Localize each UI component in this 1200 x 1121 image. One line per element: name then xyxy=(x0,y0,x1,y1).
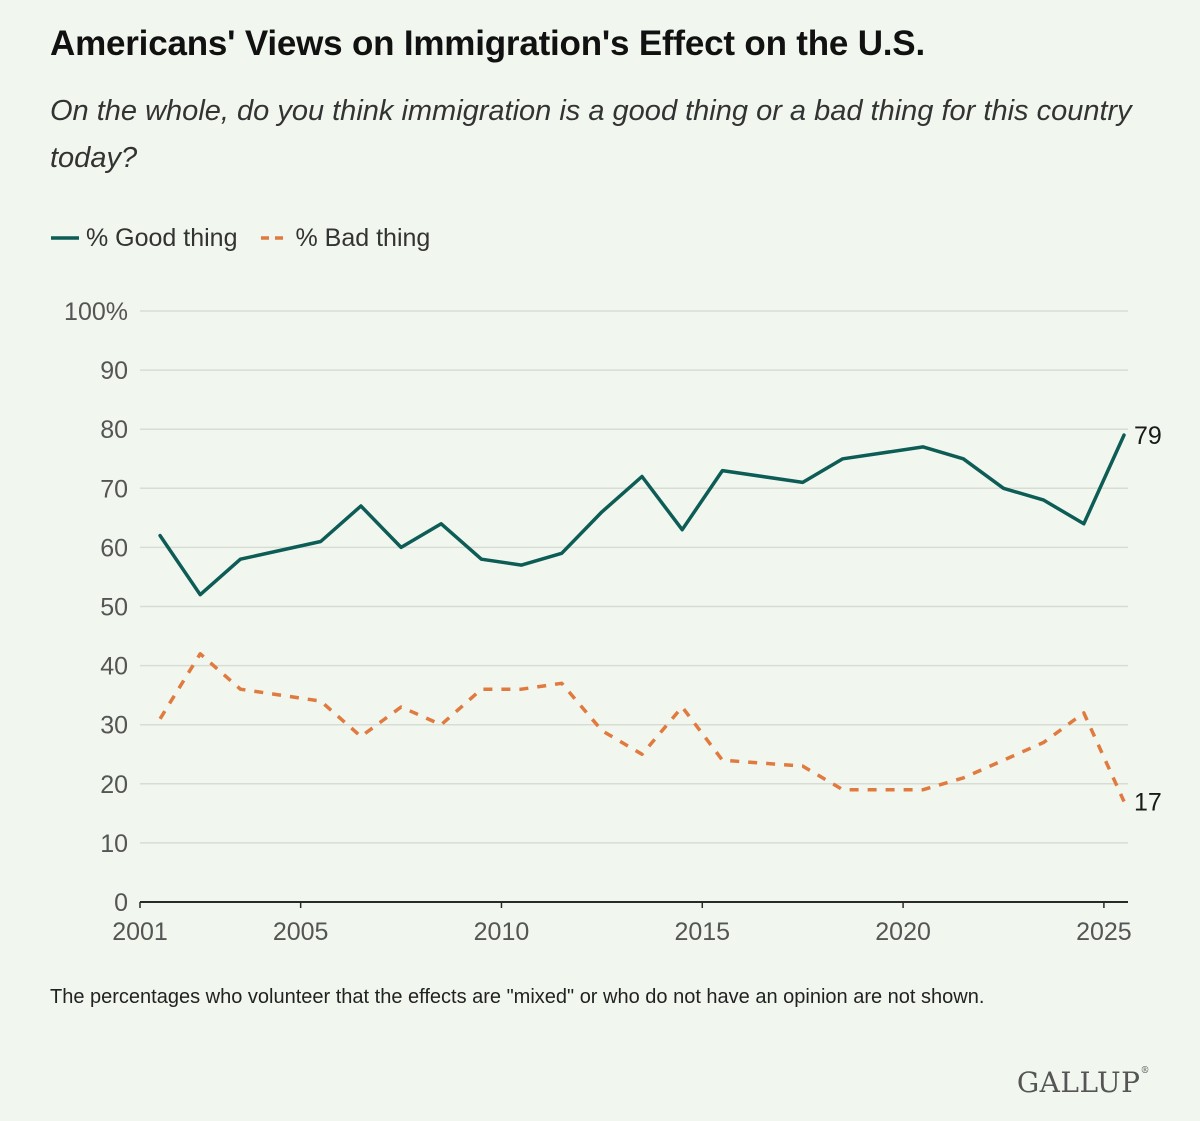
trademark-mark: ® xyxy=(1140,1066,1150,1076)
chart-subtitle: On the whole, do you think immigration i… xyxy=(50,95,1132,174)
end-label-good: 79 xyxy=(1134,422,1162,450)
legend: % Good thing % Bad thing xyxy=(50,220,452,256)
x-tick-label-2015: 2015 xyxy=(674,918,730,946)
y-tick-label-10: 10 xyxy=(100,830,128,858)
logo-text: GALLUP xyxy=(1016,1066,1141,1099)
y-tick-label-40: 40 xyxy=(100,653,128,681)
x-tick-label-2001: 2001 xyxy=(112,918,168,946)
y-tick-label-0: 0 xyxy=(114,889,128,917)
end-label-bad: 17 xyxy=(1134,789,1162,817)
y-tick-label-70: 70 xyxy=(100,475,128,503)
x-tick-label-2005: 2005 xyxy=(273,918,329,946)
series-line-good xyxy=(158,433,1126,597)
y-tick-label-60: 60 xyxy=(100,534,128,562)
y-tick-label-90: 90 xyxy=(100,357,128,385)
y-tick-label-80: 80 xyxy=(100,416,128,444)
legend-label-good: % Good thing xyxy=(86,223,238,252)
x-tick-label-2025: 2025 xyxy=(1076,918,1132,946)
legend-label-bad: % Bad thing xyxy=(295,223,431,252)
legend-swatch-bad xyxy=(260,236,289,240)
gallup-logo: GALLUP® xyxy=(1017,1066,1150,1099)
series-line-bad xyxy=(158,652,1126,803)
y-tick-label-30: 30 xyxy=(100,712,128,740)
y-tick-label-100: 100% xyxy=(64,298,128,326)
footnote: The percentages who volunteer that the e… xyxy=(50,986,985,1008)
legend-item-bad: % Bad thing xyxy=(260,223,431,253)
legend-swatch-good xyxy=(51,236,79,240)
legend-item-good: % Good thing xyxy=(50,224,238,253)
x-tick-label-2010: 2010 xyxy=(474,918,530,946)
chart-title: Americans' Views on Immigration's Effect… xyxy=(50,24,925,63)
x-tick-label-2020: 2020 xyxy=(875,918,931,946)
y-tick-label-50: 50 xyxy=(100,594,128,622)
y-tick-label-20: 20 xyxy=(100,771,128,799)
